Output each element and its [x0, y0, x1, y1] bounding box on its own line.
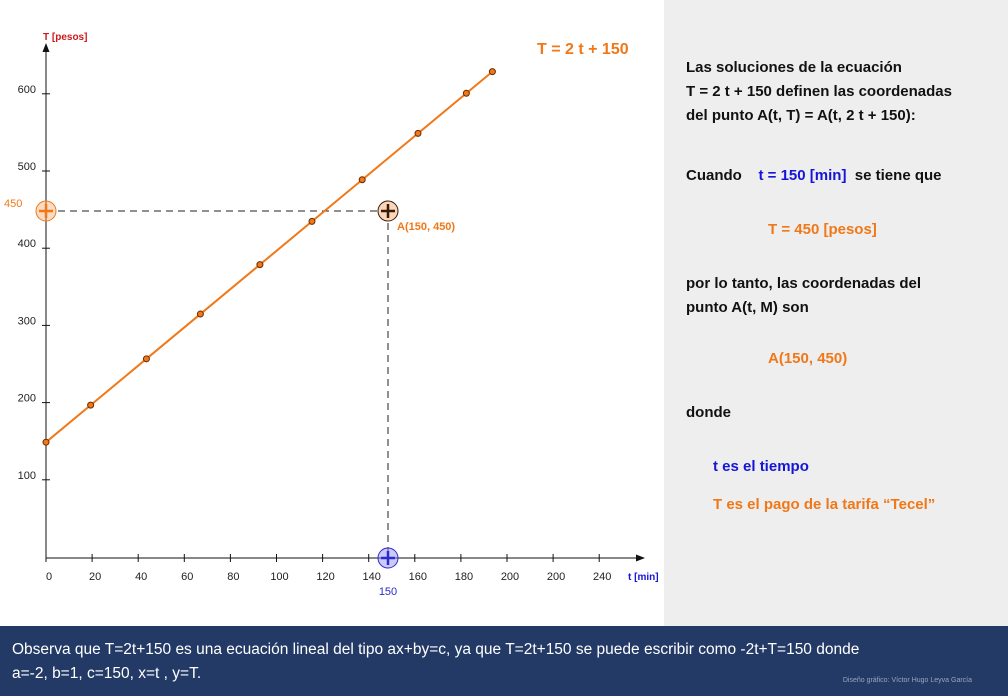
- x-value-label: 150: [379, 586, 397, 598]
- result-value: T = 450 [pesos]: [768, 221, 877, 238]
- labels: 0 20 40 60 80 100 120 140 160 180 200 200 240 100 200 3…: [4, 32, 659, 598]
- intro-line-1: Las soluciones de la ecuación: [686, 59, 902, 76]
- when-prefix: Cuando: [686, 167, 742, 184]
- when-suffix: se tiene que: [854, 167, 942, 184]
- where-label: donde: [686, 404, 731, 421]
- y-value-label: 450: [4, 198, 22, 210]
- y-tick-label: 200: [18, 393, 36, 405]
- data-point: [42, 438, 50, 446]
- markers: [35, 200, 399, 569]
- x-tick-label: 20: [89, 571, 101, 583]
- point-a-marker: [377, 200, 399, 222]
- x-tick-label: 100: [270, 571, 288, 583]
- design-credit: Diseño gráfico: Víctor Hugo Leyva García: [842, 677, 972, 684]
- x-axis-title: t [min]: [628, 572, 659, 583]
- data-point: [414, 129, 422, 137]
- equation-label: T = 2 t + 150: [537, 41, 629, 58]
- conclusion-line-1: por lo tanto, las coordenadas del: [686, 275, 922, 292]
- x-tick-label: 240: [593, 571, 611, 583]
- data-point: [462, 89, 470, 97]
- x-tick-label: 180: [455, 571, 473, 583]
- x-value-marker: [377, 547, 399, 569]
- when-value: t = 150 [min]: [758, 167, 847, 184]
- y-axis-title: T [pesos]: [43, 32, 87, 43]
- when-line: Cuando t = 150 [min] se tiene que: [686, 164, 942, 188]
- explanation-panel: Las soluciones de la ecuación T = 2 t + …: [664, 0, 1008, 626]
- x-tick-label: 60: [181, 571, 193, 583]
- x-tick-label: 80: [227, 571, 239, 583]
- y-tick-label: 100: [18, 470, 36, 482]
- footer-bar: Observa que T=2t+150 es una ecuación lin…: [0, 626, 1008, 696]
- y-tick-label: 400: [18, 238, 36, 250]
- footer-note: Observa que T=2t+150 es una ecuación lin…: [12, 641, 860, 682]
- series-group: [42, 68, 496, 446]
- data-point: [196, 310, 204, 318]
- data-point: [358, 176, 366, 184]
- intro-line-3: del punto A(t, T) = A(t, 2 t + 150):: [686, 107, 916, 124]
- x-tick-label: 120: [316, 571, 334, 583]
- x-tick-label: 0: [46, 571, 52, 583]
- x-tick-label: 140: [363, 571, 381, 583]
- conclusion-line-2: punto A(t, M) son: [686, 299, 809, 316]
- definition-t: t es el tiempo: [713, 458, 809, 475]
- y-axis-arrow: [42, 43, 50, 52]
- intro-line-2: T = 2 t + 150 definen las coordenadas: [686, 83, 952, 100]
- chart-area: 0 20 40 60 80 100 120 140 160 180 200 200 240 100 200 3…: [4, 32, 659, 598]
- data-point: [87, 401, 95, 409]
- data-point: [308, 217, 316, 225]
- line-chart: 0 20 40 60 80 100 120 140 160 180 200 200 240 100 200 3…: [4, 32, 659, 598]
- data-point: [488, 68, 496, 76]
- coords-value: A(150, 450): [768, 350, 848, 367]
- x-tick-label: 160: [409, 571, 427, 583]
- x-tick-label: 40: [135, 571, 147, 583]
- guide-lines: [46, 210, 389, 558]
- x-tick-label: 200: [547, 571, 565, 583]
- axes: [42, 43, 645, 562]
- y-tick-label: 300: [18, 315, 36, 327]
- point-a-label: A(150, 450): [397, 221, 455, 233]
- series-line: [45, 70, 494, 443]
- definition-T: T es el pago de la tarifa “Tecel”: [713, 496, 936, 513]
- x-tick-label: 200: [501, 571, 519, 583]
- y-tick-label: 600: [18, 84, 36, 96]
- y-value-marker: [35, 200, 57, 222]
- data-point: [142, 355, 150, 363]
- y-tick-label: 500: [18, 161, 36, 173]
- x-axis-arrow: [636, 554, 645, 562]
- data-point: [256, 261, 264, 269]
